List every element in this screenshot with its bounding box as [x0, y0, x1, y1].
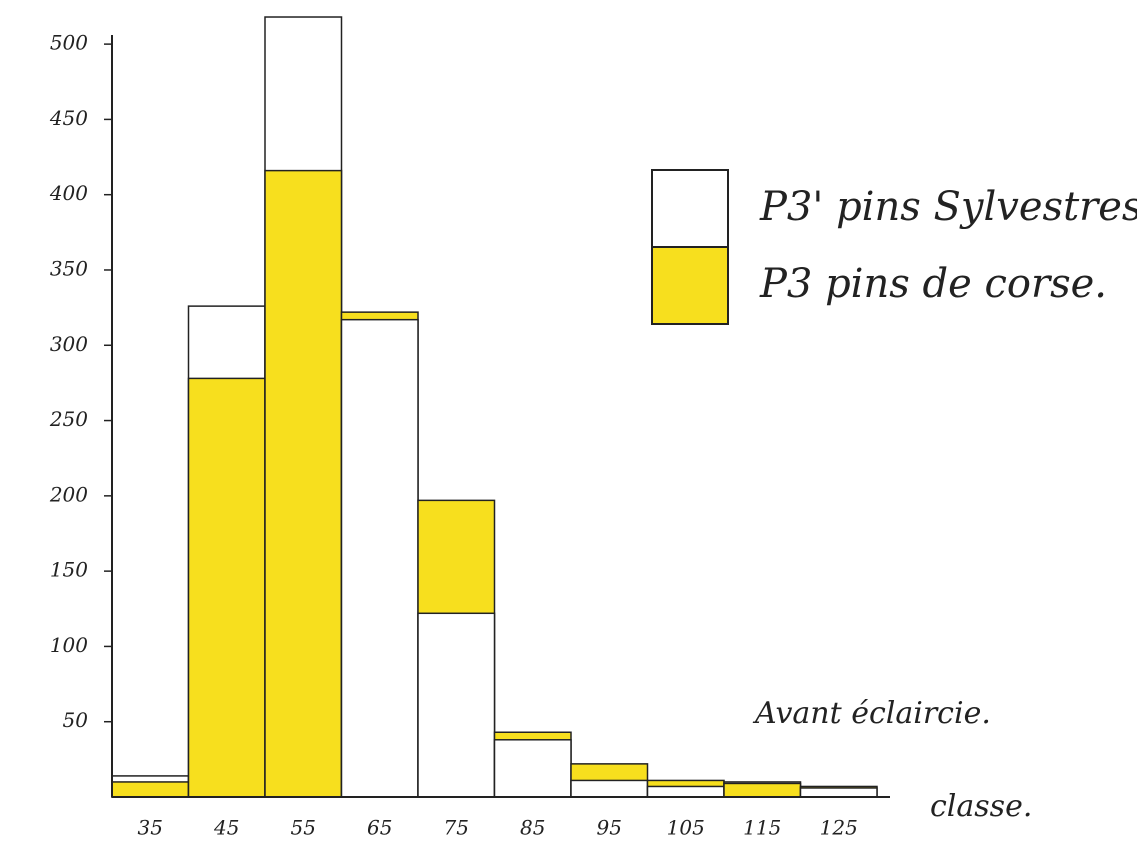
- y-tick-label: 250: [49, 407, 88, 431]
- bar: [340, 318, 419, 798]
- x-tick-label: 95: [597, 816, 622, 840]
- legend-swatch: [651, 169, 729, 248]
- x-tick-label: 45: [213, 816, 239, 840]
- x-tick-label: 55: [291, 816, 316, 840]
- y-tick-label: 300: [50, 332, 88, 356]
- bar: [799, 787, 878, 798]
- y-tick-label: 500: [50, 31, 88, 55]
- bar: [570, 779, 649, 798]
- y-tick-label: 450: [49, 106, 88, 130]
- bar: [493, 739, 572, 798]
- x-tick-label: 105: [667, 816, 705, 840]
- x-tick-label: 35: [138, 816, 163, 840]
- y-tick-label: 50: [63, 708, 89, 732]
- x-tick-label: 85: [520, 816, 545, 840]
- x-tick-label: 65: [367, 816, 392, 840]
- y-tick-label: 100: [50, 633, 88, 657]
- x-tick-label: 75: [444, 816, 469, 840]
- bar: [111, 781, 190, 798]
- y-tick-label: 200: [49, 482, 88, 506]
- legend-label: P3' pins Sylvestres: [759, 184, 1137, 230]
- bar: [187, 377, 266, 798]
- x-tick-label: 125: [820, 816, 858, 840]
- annotation: Avant éclaircie.: [752, 696, 991, 731]
- bar: [264, 169, 343, 798]
- bar: [417, 612, 496, 798]
- x-axis-label: classe.: [930, 789, 1032, 824]
- bar: [646, 785, 725, 798]
- x-tick-label: 115: [743, 816, 781, 840]
- legend-swatch: [651, 246, 729, 325]
- legend-label: P3 pins de corse.: [759, 261, 1107, 307]
- y-tick-label: 400: [49, 181, 88, 205]
- bar: [723, 782, 802, 798]
- y-tick-label: 150: [50, 558, 88, 582]
- y-tick-label: 350: [50, 256, 88, 280]
